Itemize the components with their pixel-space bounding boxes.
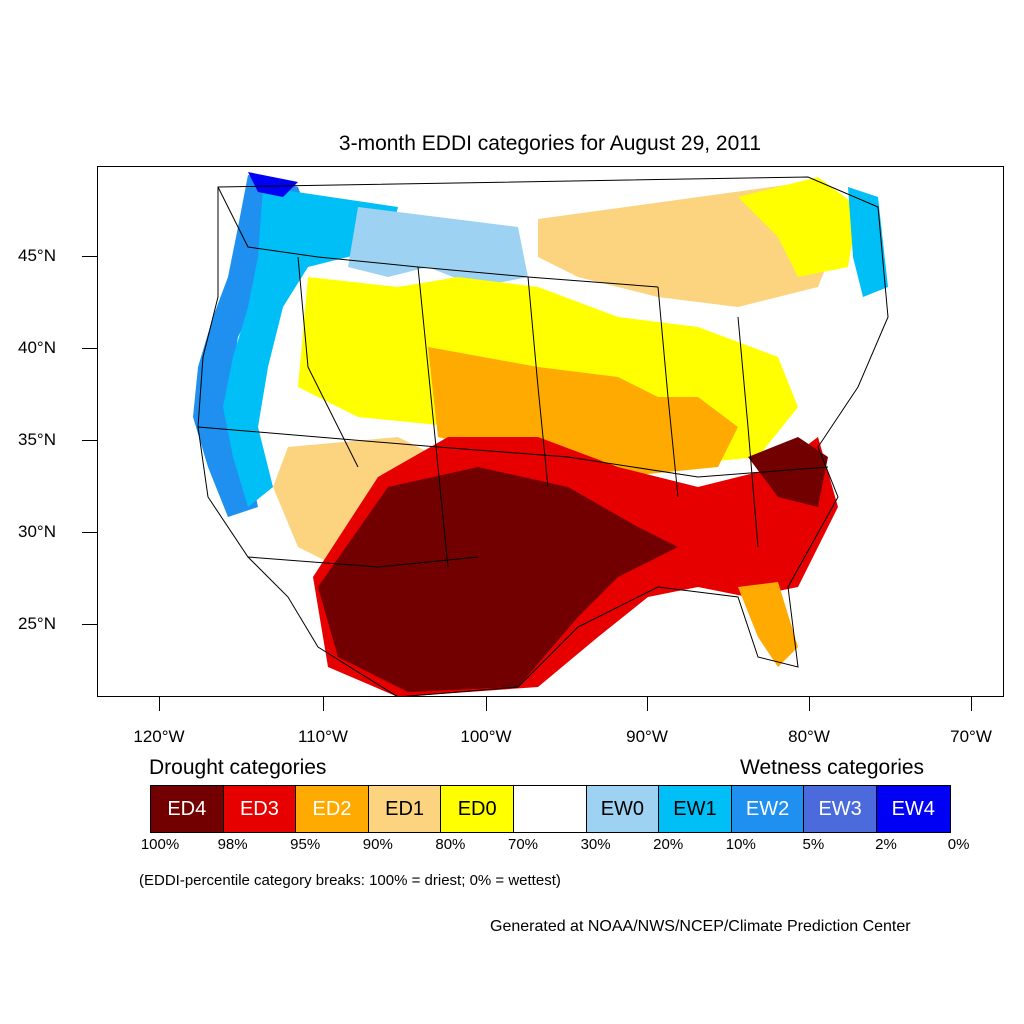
y-tickmark (82, 348, 97, 349)
percentile-break-label: 100% (140, 836, 180, 853)
legend-swatch: ED4 (151, 786, 224, 832)
x-tick-label: 100°W (460, 727, 512, 746)
percentile-break-label: 10% (725, 836, 756, 853)
legend-swatch: EW1 (659, 786, 732, 832)
region-ed0-north (738, 177, 858, 277)
x-tickmark (647, 697, 648, 711)
legend-swatch: ED1 (368, 786, 442, 832)
region-ed4-southeast (748, 437, 828, 507)
region-ew1-northeast (848, 187, 888, 297)
x-tick-label: 110°W (298, 727, 348, 746)
y-tick-label: 40°N (18, 338, 56, 357)
y-tickmark (82, 440, 97, 441)
category-note: (EDDI-percentile category breaks: 100% =… (139, 872, 561, 889)
percentile-break-label: 98% (217, 836, 248, 853)
y-tick-label: 45°N (18, 246, 56, 265)
y-tickmark (82, 624, 97, 625)
state-outlines (197, 176, 889, 696)
percentile-break-label: 20% (653, 836, 684, 853)
percentile-break-label: 90% (362, 836, 393, 853)
percentile-break-label: 30% (580, 836, 611, 853)
percentile-break-label: 5% (802, 836, 825, 853)
legend-swatch: ED3 (223, 786, 297, 832)
y-tick-label: 30°N (18, 522, 56, 541)
map-title: 3-month EDDI categories for August 29, 2… (338, 132, 762, 155)
x-tick-label: 120°W (133, 727, 185, 746)
region-ed4-south (318, 467, 678, 692)
y-tick-label: 25°N (18, 614, 56, 633)
legend-swatch (513, 786, 587, 832)
region-ew0-northwest (348, 207, 528, 287)
x-tickmark (809, 697, 810, 711)
legend-swatch: ED0 (441, 786, 514, 832)
region-ew4-coast (248, 172, 298, 197)
legend-swatch: ED2 (296, 786, 369, 832)
percentile-break-label: 70% (507, 836, 539, 853)
region-ed2-florida (738, 582, 798, 667)
x-tickmark (159, 697, 160, 711)
x-tick-label: 80°W (788, 727, 830, 746)
legend-swatch: EW2 (731, 786, 805, 832)
legend-swatch: EW0 (586, 786, 660, 832)
x-tickmark (486, 697, 487, 711)
wetness-heading: Wetness categories (740, 756, 925, 779)
y-tickmark (82, 256, 97, 257)
legend-swatch: EW4 (876, 786, 950, 832)
x-tick-label: 70°W (950, 727, 992, 746)
x-tick-label: 90°W (626, 727, 668, 746)
category-legend: ED4 ED3 ED2 ED1 ED0 EW0 EW1 EW2 EW3 EW4 (150, 785, 951, 833)
x-tickmark (323, 697, 324, 711)
legend-swatch: EW3 (804, 786, 877, 832)
percentile-break-label: 2% (875, 836, 897, 853)
region-ew2-west (193, 175, 313, 517)
eddi-map (193, 172, 889, 696)
y-tickmark (82, 532, 97, 533)
percentile-break-label: 80% (435, 836, 466, 853)
drought-heading: Drought categories (149, 756, 327, 779)
percentile-break-label: 95% (290, 836, 321, 853)
credit-text: Generated at NOAA/NWS/NCEP/Climate Predi… (490, 918, 911, 935)
percentile-break-label: 0% (947, 836, 970, 853)
region-ew1-west (223, 187, 398, 507)
x-tickmark (971, 697, 972, 711)
y-tick-label: 35°N (18, 430, 56, 449)
map-panel (97, 166, 1004, 697)
